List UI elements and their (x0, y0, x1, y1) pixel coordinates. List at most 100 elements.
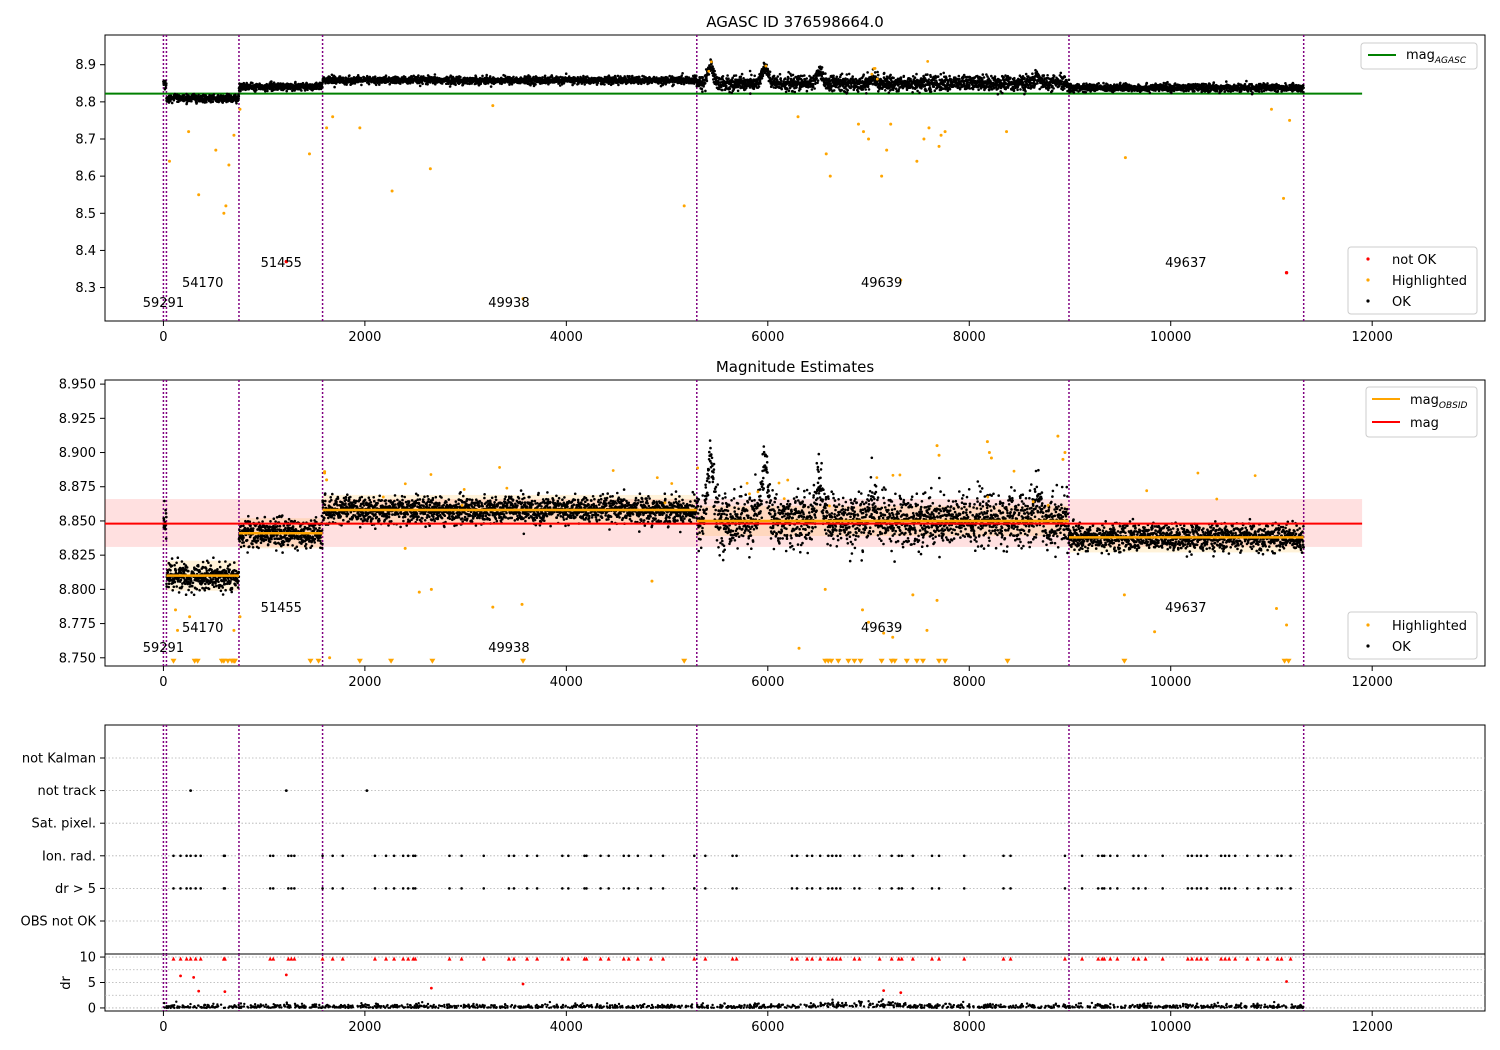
ok-point (784, 90, 788, 94)
ok-point (915, 72, 918, 76)
ok-point (736, 89, 740, 93)
ok-point (264, 89, 267, 93)
ok-point (1046, 74, 1049, 77)
ok-point (845, 73, 849, 76)
ok-point (828, 77, 831, 80)
ok-point (885, 75, 889, 78)
ok-point (939, 72, 943, 76)
ok-point (835, 75, 839, 79)
ok-point (748, 69, 752, 73)
ok-point (820, 66, 824, 69)
panel-title: AGASC ID 376598664.0 (706, 13, 884, 31)
ok-point (772, 74, 776, 78)
ok-point (418, 84, 422, 88)
ok-point (713, 69, 716, 73)
ok-point (701, 90, 704, 93)
ok-point (740, 72, 744, 76)
ok-point (918, 91, 921, 95)
ok-point (195, 101, 198, 104)
ok-point (749, 92, 752, 95)
x-tick-label: 10000 (1150, 330, 1191, 345)
ok-point (255, 88, 258, 92)
ok-point (448, 85, 452, 88)
ok-point (805, 89, 809, 93)
ok-point (793, 90, 797, 94)
ok-point (987, 88, 991, 92)
ok-point (832, 89, 836, 92)
ok-point (721, 88, 724, 92)
ok-point (459, 75, 462, 79)
ok-point (474, 75, 478, 79)
ok-point (294, 80, 297, 84)
ok-point (714, 73, 717, 76)
ok-point (564, 72, 568, 75)
ok-point (750, 73, 753, 77)
ok-point (1024, 72, 1028, 76)
ok-point (705, 79, 709, 83)
ok-point (795, 86, 798, 89)
ok-point (209, 100, 213, 104)
ok-point (360, 83, 363, 87)
ok-point (778, 72, 782, 76)
x-tick-label: 8000 (953, 330, 986, 345)
x-tick-label: 12000 (1352, 330, 1393, 345)
ok-point (981, 73, 985, 76)
ok-point (1016, 88, 1019, 92)
ok-point (933, 89, 937, 92)
ok-point (616, 74, 620, 78)
ok-point (1013, 76, 1016, 80)
ok-point (301, 81, 305, 85)
ok-point (876, 73, 880, 77)
ok-point (791, 73, 795, 77)
ok-point (982, 76, 986, 79)
y-tick-label: 8.4 (75, 244, 96, 259)
ok-point (603, 83, 606, 86)
ok-point (948, 74, 951, 78)
ok-points (162, 58, 1305, 106)
ok-point (820, 74, 824, 78)
ok-point (190, 99, 193, 103)
ok-point (211, 100, 215, 104)
ok-point (813, 87, 816, 90)
ok-point (805, 77, 808, 80)
ok-point (768, 73, 771, 76)
ok-point (165, 82, 168, 85)
ok-point (617, 83, 620, 87)
y-tick-label: 8.5 (75, 207, 96, 222)
ok-point (810, 88, 814, 91)
ok-point (768, 70, 772, 74)
ok-point (182, 94, 186, 97)
ok-point (864, 88, 867, 91)
ok-point (958, 77, 961, 81)
ok-point (285, 89, 289, 93)
ok-point (927, 78, 931, 81)
ok-point (454, 83, 457, 87)
ok-point (528, 75, 532, 78)
ok-point (701, 76, 704, 79)
ok-point (892, 76, 895, 80)
ok-point (971, 87, 975, 91)
ok-point (779, 77, 782, 80)
ok-point (433, 73, 437, 76)
ok-point (164, 79, 167, 83)
ok-point (1001, 91, 1004, 95)
ok-point (1067, 78, 1071, 82)
ok-point (731, 76, 734, 80)
ok-point (212, 93, 216, 96)
ok-point (1052, 74, 1056, 78)
ok-point (488, 75, 492, 78)
ok-point (638, 75, 641, 79)
ok-point (905, 88, 909, 91)
ok-point (333, 85, 336, 89)
ok-point (920, 87, 923, 90)
ok-point (1036, 81, 1039, 85)
ok-point (543, 74, 547, 78)
axis-ticks: 0 2000 4000 6000 8000 10000 120008.38.48.58.68… (75, 58, 1393, 345)
ok-point (1004, 82, 1008, 85)
ok-point (485, 73, 489, 77)
ok-point (170, 101, 174, 105)
ok-point (757, 85, 761, 88)
ok-point (403, 75, 407, 79)
ok-point (727, 77, 730, 80)
